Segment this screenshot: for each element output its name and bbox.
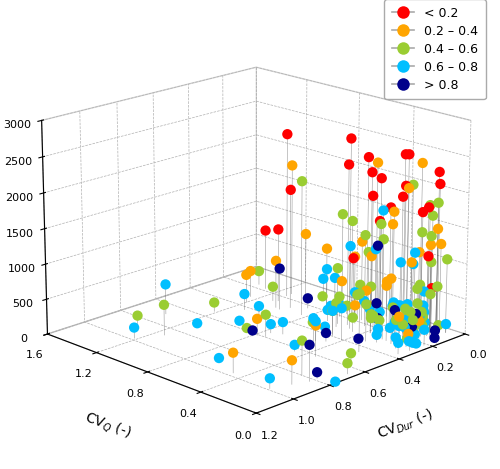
Y-axis label: CV$_Q$ (-): CV$_Q$ (-) [82,408,134,442]
X-axis label: CV$_{Dur}$ (-): CV$_{Dur}$ (-) [374,406,436,443]
Legend: < 0.2, 0.2 – 0.4, 0.4 – 0.6, 0.6 – 0.8, > 0.8: < 0.2, 0.2 – 0.4, 0.4 – 0.6, 0.6 – 0.8, … [384,0,486,99]
